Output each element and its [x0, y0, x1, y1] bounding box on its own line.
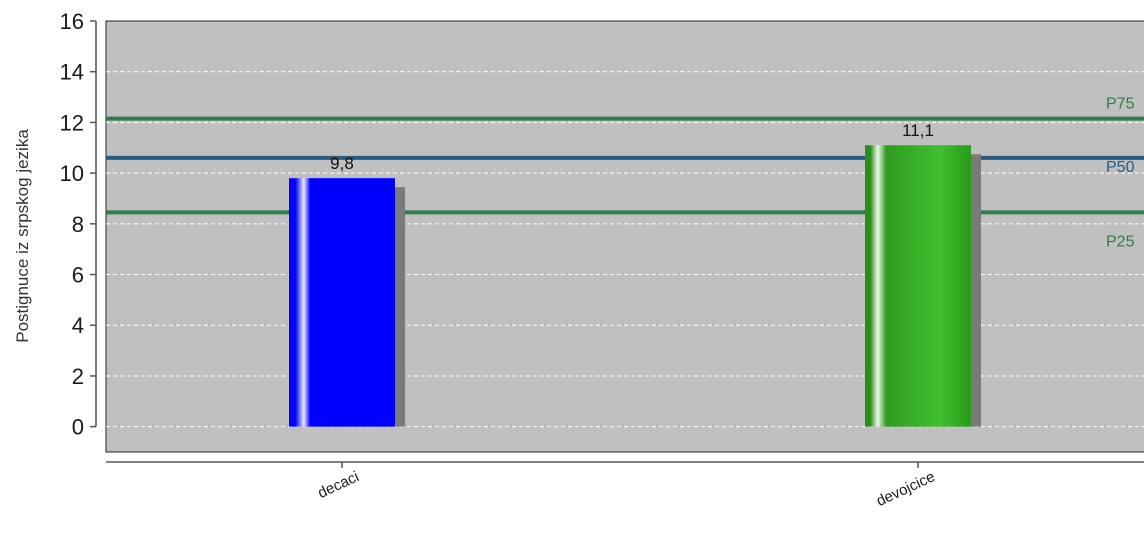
y-tick-label: 0	[72, 415, 84, 440]
y-tick-label: 10	[60, 161, 84, 186]
y-axis: 0 2 4 6 8 10 12 14 16	[60, 9, 97, 440]
y-tick-label: 8	[72, 212, 84, 237]
data-label-devojcice: 11,1	[902, 121, 934, 140]
y-tick-label: 12	[60, 110, 84, 135]
reference-label-p25: P25	[1106, 233, 1135, 250]
y-tick-label: 14	[60, 60, 84, 85]
y-axis-title: Postignuce iz srpskog jezika	[13, 129, 32, 343]
y-tick-label: 4	[72, 313, 84, 338]
x-axis: decaci devojcice	[106, 461, 1144, 510]
reference-label-p75: P75	[1106, 96, 1135, 113]
y-tick-label: 16	[60, 9, 84, 34]
x-tick-label-devojcice: devojcice	[874, 468, 938, 510]
data-label-decaci: 9,8	[330, 154, 354, 173]
y-tick-label: 6	[72, 263, 84, 288]
bars: 9,8 11,1	[289, 121, 981, 427]
plot-panel	[105, 20, 1144, 453]
bar-decaci	[289, 178, 395, 427]
x-tick-label-decaci: decaci	[315, 468, 361, 502]
reference-label-p50: P50	[1106, 159, 1135, 176]
bar-devojcice	[865, 145, 971, 427]
y-tick-label: 2	[72, 364, 84, 389]
